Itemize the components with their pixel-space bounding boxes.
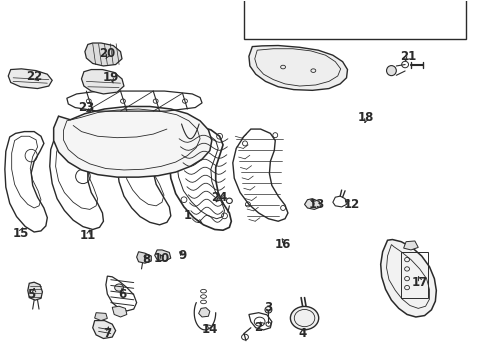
Text: 7: 7 [103, 327, 111, 340]
Bar [401, 252, 428, 298]
Polygon shape [28, 282, 43, 300]
Text: 11: 11 [80, 229, 96, 242]
Text: 5: 5 [27, 288, 35, 301]
Text: 17: 17 [412, 276, 428, 289]
Polygon shape [112, 306, 127, 317]
Polygon shape [305, 199, 320, 210]
Text: 14: 14 [202, 323, 218, 336]
Polygon shape [155, 250, 171, 261]
Text: 18: 18 [358, 111, 374, 124]
Text: 24: 24 [211, 191, 228, 204]
Text: 22: 22 [26, 69, 42, 82]
Text: 2: 2 [255, 320, 263, 333]
Text: 8: 8 [142, 253, 150, 266]
Text: 19: 19 [102, 71, 119, 84]
Polygon shape [95, 313, 107, 320]
Polygon shape [8, 69, 52, 89]
Text: 12: 12 [343, 198, 360, 211]
Text: 1: 1 [184, 209, 192, 222]
Polygon shape [54, 107, 212, 177]
Polygon shape [198, 308, 210, 317]
Text: 15: 15 [12, 226, 28, 239]
Ellipse shape [291, 306, 318, 330]
Text: 6: 6 [118, 288, 126, 301]
Ellipse shape [387, 66, 396, 76]
Polygon shape [81, 69, 124, 94]
Polygon shape [93, 320, 116, 338]
Text: 9: 9 [178, 249, 187, 262]
Polygon shape [404, 241, 418, 250]
Text: 16: 16 [275, 238, 291, 251]
Text: 13: 13 [309, 198, 325, 211]
Polygon shape [85, 43, 122, 66]
Text: 4: 4 [298, 327, 307, 340]
Text: 21: 21 [400, 50, 416, 63]
Text: 10: 10 [154, 252, 170, 265]
Polygon shape [249, 45, 347, 90]
Bar [244, 0, 466, 40]
Polygon shape [137, 252, 151, 263]
Ellipse shape [115, 284, 123, 291]
Text: 3: 3 [265, 301, 272, 314]
Polygon shape [381, 239, 436, 317]
Text: 20: 20 [99, 47, 116, 60]
Text: 23: 23 [78, 101, 95, 114]
